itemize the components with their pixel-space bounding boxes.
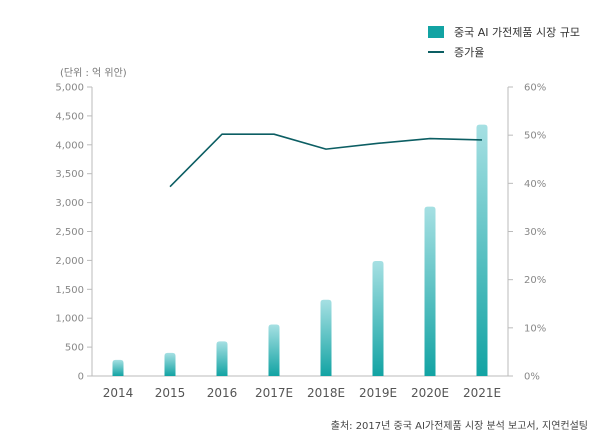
growth-rate-line [169,133,483,188]
y-left-tick-label: 3,500 [55,169,84,180]
y-right-tick-label: 20% [524,275,546,286]
x-tick-label: 2016 [207,386,238,400]
y-right-tick-label: 10% [524,323,546,334]
bar [424,206,436,376]
x-tick-label: 2017E [255,386,293,400]
y-right-tick-label: 40% [524,179,546,190]
bar [268,324,280,376]
y-right-tick-label: 30% [524,227,546,238]
y-right-tick-label: 0% [524,372,540,383]
legend-line-swatch [428,51,444,53]
y-left-tick-label: 1,000 [55,314,84,325]
x-tick-label: 2019E [359,386,397,400]
y-right-tick-label: 60% [524,83,546,94]
legend-line-label: 증가율 [454,46,485,59]
bar [476,124,488,376]
y-left-tick-label: 4,500 [55,111,84,122]
legend: 중국 AI 가전제품 시장 규모 증가율 [428,22,580,62]
axes: 0 500 1,000 1,500 2,000 2,500 3,000 3,500 4,000 4… [55,83,546,383]
bar [164,352,176,376]
y-left-tick-label: 2,500 [55,227,84,238]
bar [372,260,384,376]
y-left-tick-label: 2,000 [55,256,84,267]
bar-series [112,124,488,376]
y-left-tick-label: 5,000 [55,83,84,94]
bar [112,359,124,376]
category-labels: 2014 2015 2016 2017E 2018E 2019E 2020E 2021E [103,386,501,400]
legend-bar-label: 중국 AI 가전제품 시장 규모 [454,26,580,39]
x-tick-label: 2021E [463,386,501,400]
unit-label: (단위 : 억 위안) [60,68,127,79]
legend-item-line: 증가율 [428,42,580,62]
x-tick-label: 2014 [103,386,134,400]
legend-bar-swatch [428,26,444,38]
line-series [169,133,483,188]
bar [216,341,228,376]
y-left-tick-label: 500 [65,343,84,354]
y-left-tick-label: 0 [78,372,84,383]
y-left-tick-label: 1,500 [55,285,84,296]
bar [320,299,332,376]
y-left-tick-label: 4,000 [55,140,84,151]
source-note: 출처: 2017년 중국 AI가전제품 시장 분석 보고서, 지연컨설팅 [330,421,588,432]
y-right-tick-label: 50% [524,131,546,142]
legend-item-bars: 중국 AI 가전제품 시장 규모 [428,22,580,42]
x-tick-label: 2015 [155,386,186,400]
x-tick-label: 2018E [307,386,345,400]
y-left-tick-label: 3,000 [55,198,84,209]
x-tick-label: 2020E [411,386,449,400]
